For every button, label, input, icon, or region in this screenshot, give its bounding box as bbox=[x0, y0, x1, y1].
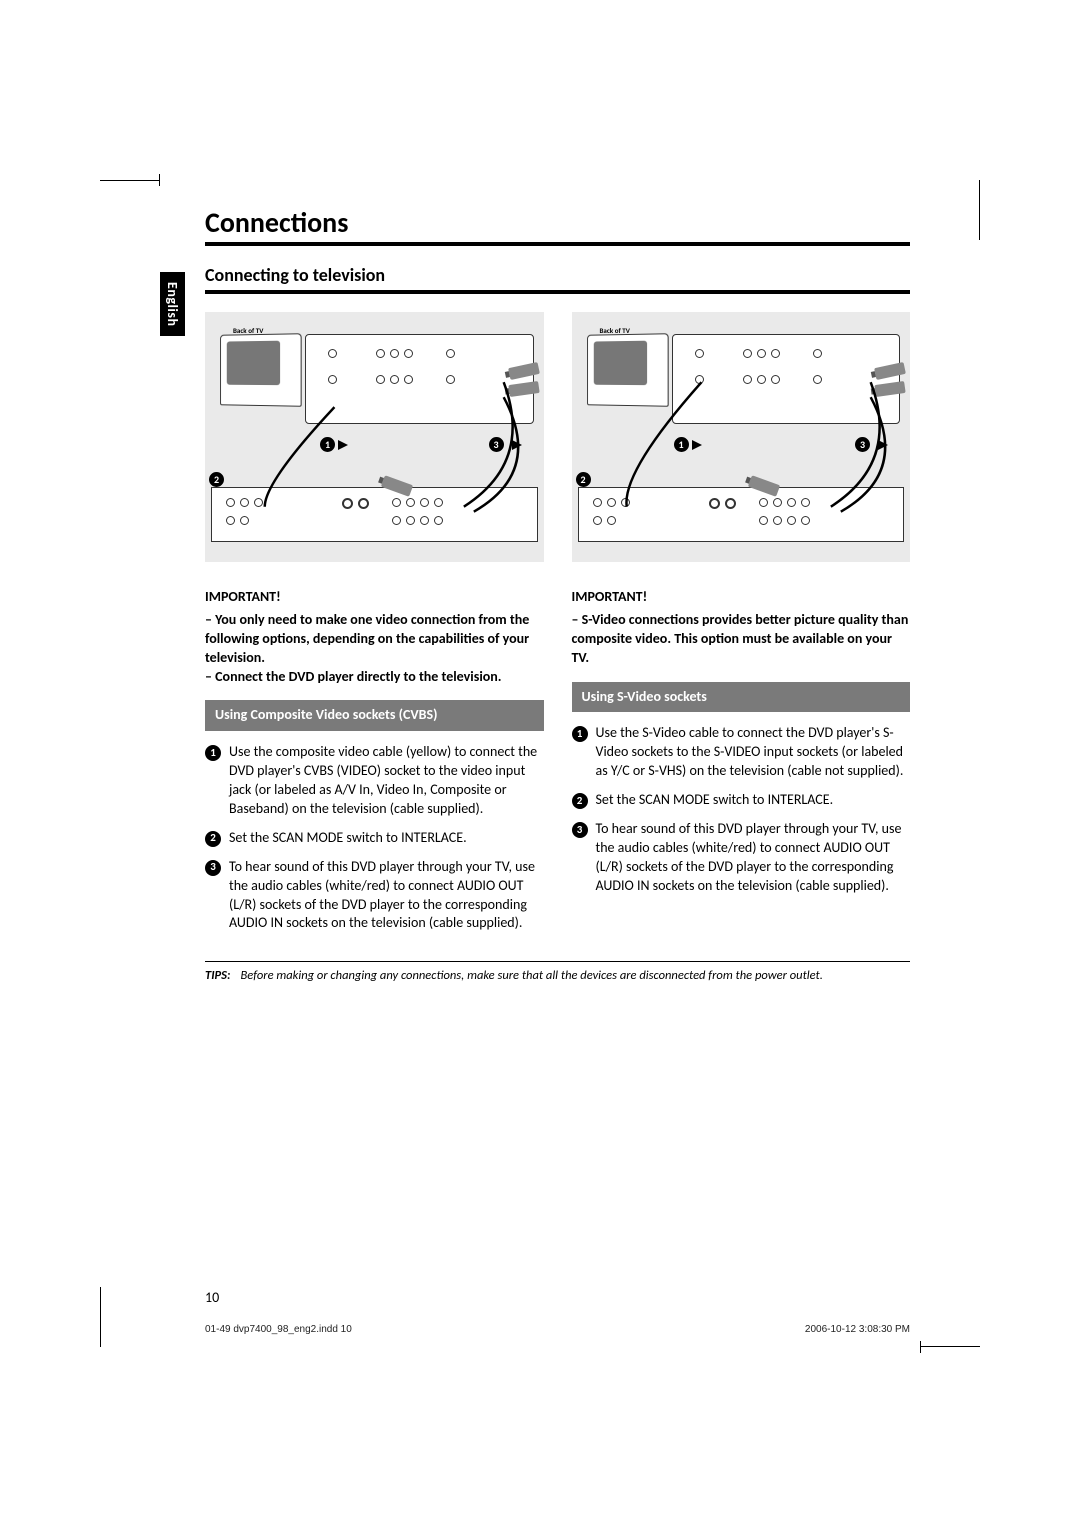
step-number-icon: 2 bbox=[572, 793, 588, 809]
important-text-left: – You only need to make one video connec… bbox=[205, 611, 544, 687]
tips-row: TIPS: Before making or changing any conn… bbox=[205, 961, 910, 983]
connection-diagram-svideo: Back of TV 1 3 2 bbox=[572, 312, 911, 562]
section-bar-cvbs: Using Composite Video sockets (CVBS) bbox=[205, 700, 544, 731]
main-title: Connections bbox=[205, 205, 910, 246]
step-item: 1 Use the S-Video cable to connect the D… bbox=[572, 724, 911, 781]
step-item: 3 To hear sound of this DVD player throu… bbox=[205, 858, 544, 934]
crop-mark bbox=[920, 1346, 980, 1347]
step-number-icon: 3 bbox=[205, 860, 221, 876]
right-column: Back of TV 1 3 2 bbox=[572, 312, 911, 943]
important-label: IMPORTANT! bbox=[572, 588, 911, 607]
sub-title: Connecting to television bbox=[205, 264, 910, 294]
section-bar-svideo: Using S-Video sockets bbox=[572, 682, 911, 713]
step-text: Use the composite video cable (yellow) t… bbox=[229, 743, 544, 819]
step-text: Set the SCAN MODE switch to INTERLACE. bbox=[596, 791, 834, 810]
step-text: To hear sound of this DVD player through… bbox=[229, 858, 544, 934]
step-number-icon: 3 bbox=[572, 822, 588, 838]
step-item: 2 Set the SCAN MODE switch to INTERLACE. bbox=[572, 791, 911, 810]
crop-mark bbox=[100, 180, 160, 181]
tips-text: Before making or changing any connection… bbox=[240, 968, 822, 983]
step-number-icon: 1 bbox=[572, 726, 588, 742]
connection-diagram-cvbs: Back of TV 1 3 2 bbox=[205, 312, 544, 562]
language-tab: English bbox=[160, 272, 185, 336]
important-text-right: – S-Video connections provides better pi… bbox=[572, 611, 911, 668]
tips-label: TIPS: bbox=[205, 968, 230, 983]
footer-file: 01-49 dvp7400_98_eng2.indd 10 bbox=[205, 1324, 352, 1335]
page-number: 10 bbox=[205, 1289, 219, 1306]
crop-mark bbox=[100, 1287, 101, 1347]
page-content: Connections Connecting to television Bac… bbox=[205, 205, 910, 1302]
step-text: Use the S-Video cable to connect the DVD… bbox=[596, 724, 911, 781]
important-label: IMPORTANT! bbox=[205, 588, 544, 607]
footer-timestamp: 2006-10-12 3:08:30 PM bbox=[805, 1324, 910, 1335]
step-item: 3 To hear sound of this DVD player throu… bbox=[572, 820, 911, 896]
step-number-icon: 1 bbox=[205, 745, 221, 761]
step-number-icon: 2 bbox=[205, 831, 221, 847]
print-footer: 01-49 dvp7400_98_eng2.indd 10 2006-10-12… bbox=[205, 1324, 910, 1335]
step-text: To hear sound of this DVD player through… bbox=[596, 820, 911, 896]
step-item: 1 Use the composite video cable (yellow)… bbox=[205, 743, 544, 819]
step-text: Set the SCAN MODE switch to INTERLACE. bbox=[229, 829, 467, 848]
step-item: 2 Set the SCAN MODE switch to INTERLACE. bbox=[205, 829, 544, 848]
left-column: Back of TV 1 3 2 bbox=[205, 312, 544, 943]
crop-mark bbox=[979, 180, 980, 240]
